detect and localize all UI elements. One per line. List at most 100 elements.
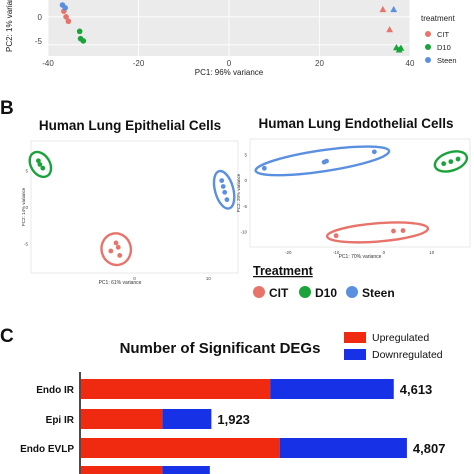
data-point-steen [224, 197, 230, 203]
x-tick-label: 0 [383, 250, 386, 255]
legend-swatch-steen [425, 57, 431, 63]
y-tick-label: 5 [25, 168, 28, 173]
panel-a-legend-item: CIT [437, 30, 450, 39]
x-tick-label: 10 [206, 276, 212, 281]
bar-upregulated [81, 466, 163, 474]
panel-b-legend-item: CIT [269, 286, 289, 300]
bar-downregulated [162, 409, 212, 429]
data-point-cit [379, 5, 387, 13]
y-tick-label: -5 [24, 242, 28, 247]
bar-upregulated [81, 379, 271, 399]
panel-b-legend: Treatment CIT D10 Steen [253, 264, 395, 300]
data-point-d10 [37, 162, 43, 167]
data-point-steen [62, 5, 68, 11]
legend-swatch-d10 [425, 44, 431, 50]
data-point-cit [391, 228, 396, 234]
bar-category-label: Endo IR [36, 385, 75, 396]
panel-a-xticks: -40 -20 0 20 40 [42, 59, 415, 68]
panel-a-xlabel: PC1: 96% variance [195, 68, 264, 77]
panel-a-xtick: 40 [406, 59, 415, 68]
bar-downregulated [162, 466, 210, 474]
panel-b-left-plot-frame [30, 140, 239, 274]
panel-a-ytick: 0 [38, 13, 43, 22]
x-tick-label: 10 [429, 250, 435, 255]
data-point-cit [108, 248, 114, 254]
data-point-cit [113, 240, 119, 246]
panel-b-left-points: 0 10 5 0 -5 [24, 150, 236, 281]
x-tick-label: 0 [133, 276, 136, 281]
panel-a: 0 -5 PC2: 1% variance -40 -20 0 20 40 PC1: 9… [5, 0, 457, 77]
panel-b-legend-item: Steen [362, 286, 395, 300]
panel-a-ylabel: PC2: 1% variance [5, 0, 14, 52]
data-point-d10 [35, 158, 41, 164]
cluster-ellipse-steen [254, 145, 391, 177]
y-tick-label: -5 [243, 204, 247, 209]
data-point-steen [371, 149, 377, 155]
bar-category-label: Epi IR [46, 415, 75, 426]
bar-downregulated [270, 379, 394, 399]
panel-c-title: Number of Significant DEGs [120, 340, 321, 357]
data-point-d10 [80, 38, 87, 44]
bar-upregulated [81, 438, 280, 458]
panel-b-left-ylabel: PC2: 14% variance [21, 187, 26, 226]
data-point-steen [261, 165, 267, 171]
panel-b-left-xlabel: PC1: 61% variance [99, 280, 142, 286]
data-point-cit [117, 253, 123, 258]
bar-upregulated [81, 409, 163, 429]
cluster-ellipse-steen [212, 169, 236, 210]
panel-b-legend-item: D10 [315, 286, 337, 300]
legend-swatch-steen [346, 286, 358, 298]
panel-a-legend-item: D10 [437, 43, 451, 52]
data-point-steen [324, 158, 329, 164]
panel-b-right-xlabel: PC1: 70% variance [339, 254, 382, 260]
panel-b-right-points: -20 -10 0 10 5 0 -5 -10 [240, 145, 469, 255]
data-point-d10 [76, 28, 83, 35]
panel-a-points [59, 2, 405, 53]
data-point-d10 [455, 156, 461, 162]
y-tick-label: 5 [244, 152, 247, 157]
legend-swatch-cit [253, 286, 265, 298]
panel-a-grid [47, 0, 411, 56]
cluster-ellipse-cit [100, 232, 133, 267]
bar-category-label: Endo EVLP [20, 444, 74, 455]
bar-total-label: 1,923 [217, 412, 250, 427]
panel-b-right-ylabel: PC2: 20% variance [236, 173, 241, 212]
panel-b-right-plot-frame [249, 138, 471, 248]
data-point-steen [222, 189, 228, 195]
panel-b-left-title: Human Lung Epithelial Cells [39, 118, 221, 133]
panel-c-label: C [0, 326, 14, 347]
panel-b: B Human Lung Epithelial Cells 0 10 5 0 -5 PC… [0, 98, 471, 300]
panel-c-legend-item: Upregulated [372, 332, 429, 344]
panel-a-legend: treatment CIT D10 Steen [421, 14, 457, 65]
bar-total-label: 4,807 [413, 441, 446, 456]
legend-swatch-downregulated [344, 349, 366, 360]
legend-swatch-d10 [299, 286, 311, 298]
y-tick-label: -10 [240, 230, 247, 235]
data-point-cit [115, 244, 121, 250]
panel-c-legend: Upregulated Downregulated [344, 332, 443, 361]
data-point-d10 [397, 44, 405, 51]
panel-c-legend-item: Downregulated [372, 349, 443, 361]
panel-c: C Number of Significant DEGs Upregulated… [0, 326, 445, 474]
panel-c-bars: Endo IR 4,613 Epi IR 1,923 Endo EVLP 4,807 [20, 379, 445, 474]
data-point-d10 [441, 161, 447, 167]
panel-a-ytick: -5 [35, 37, 43, 46]
panel-a-xtick: -40 [42, 59, 54, 68]
bar-total-label: 4,613 [400, 382, 433, 397]
data-point-cit [63, 13, 69, 20]
bar-downregulated [279, 438, 407, 458]
data-point-cit [400, 228, 406, 233]
data-point-steen [219, 178, 225, 184]
y-tick-label: 0 [244, 178, 247, 183]
x-tick-label: -10 [333, 250, 340, 255]
panel-a-legend-title: treatment [421, 14, 456, 23]
data-point-steen [220, 184, 226, 189]
panel-a-xtick: 0 [227, 59, 232, 68]
panel-a-xtick: 20 [315, 59, 324, 68]
panel-a-xtick: -20 [133, 59, 145, 68]
x-tick-label: -20 [285, 250, 292, 255]
cluster-ellipse-d10 [433, 150, 469, 173]
panel-a-legend-item: Steen [437, 56, 457, 65]
data-point-cit [65, 18, 72, 25]
